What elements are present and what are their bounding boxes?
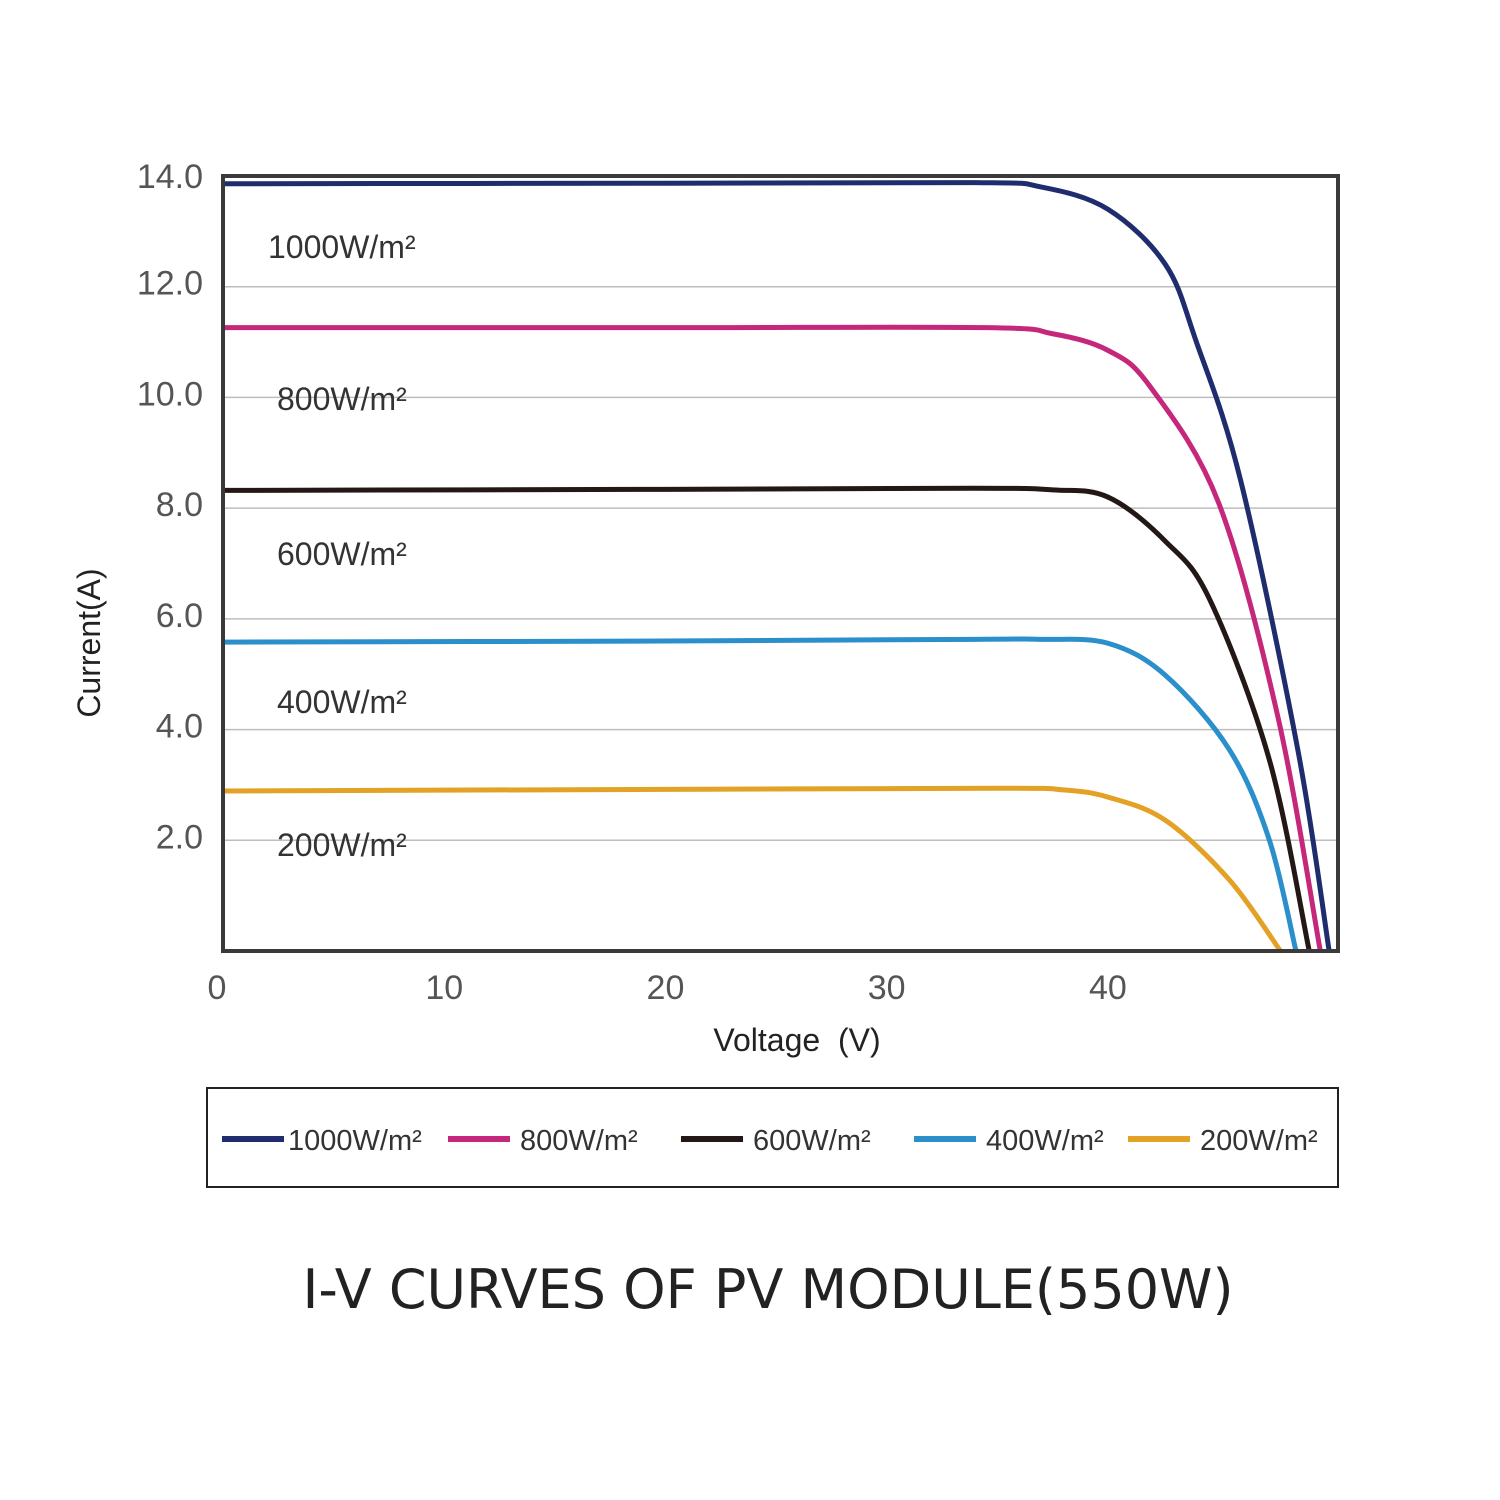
y-tick-label: 4.0 — [156, 708, 203, 746]
series-line-1 — [223, 324, 1323, 952]
y-tick-label: 14.0 — [137, 158, 203, 196]
series-line-4 — [222, 785, 1283, 953]
series-line-0 — [222, 179, 1332, 952]
legend-label: 800W/m² — [520, 1125, 638, 1157]
x-tick-label: 40 — [1089, 969, 1127, 1007]
gridlines — [223, 285, 1338, 842]
legend-label: 1000W/m² — [288, 1125, 422, 1157]
series-line-2 — [222, 485, 1312, 952]
chart-title: I-V CURVES OF PV MODULE(550W) — [302, 1258, 1233, 1321]
curve-annotation: 800W/m² — [277, 381, 407, 417]
curves — [222, 179, 1332, 953]
legend-label: 200W/m² — [1200, 1125, 1318, 1157]
annotations: 1000W/m² 800W/m² 600W/m² 400W/m² 200W/m² — [268, 229, 416, 863]
legend-box — [206, 1087, 1339, 1188]
series-line-3 — [222, 636, 1299, 952]
curve-annotation: 400W/m² — [277, 684, 407, 720]
x-tick-label: 10 — [425, 969, 463, 1007]
x-tick-label: 30 — [868, 969, 906, 1007]
y-tick-label: 8.0 — [156, 486, 203, 524]
x-tick-label: 20 — [647, 969, 685, 1007]
y-axis-label: Current(A) — [71, 568, 107, 717]
curve-annotation: 1000W/m² — [268, 229, 416, 265]
curve-annotation: 200W/m² — [277, 827, 407, 863]
plot-frame — [221, 174, 1340, 953]
y-tick-label: 12.0 — [137, 265, 203, 303]
y-ticks: 14.0 12.0 10.0 8.0 6.0 4.0 2.0 — [137, 158, 203, 856]
legend-label: 400W/m² — [986, 1125, 1104, 1157]
legend: 1000W/m² 800W/m² 600W/m² 400W/m² 200W/m² — [222, 1125, 1318, 1157]
x-ticks: 0 10 20 30 40 — [208, 969, 1127, 1007]
y-tick-label: 10.0 — [137, 375, 203, 413]
y-tick-label: 2.0 — [156, 818, 203, 856]
x-tick-label: 0 — [208, 969, 227, 1007]
y-tick-label: 6.0 — [156, 597, 203, 635]
x-axis-label: Voltage (V) — [713, 1022, 880, 1058]
legend-label: 600W/m² — [753, 1125, 871, 1157]
curve-annotation: 600W/m² — [277, 536, 407, 572]
